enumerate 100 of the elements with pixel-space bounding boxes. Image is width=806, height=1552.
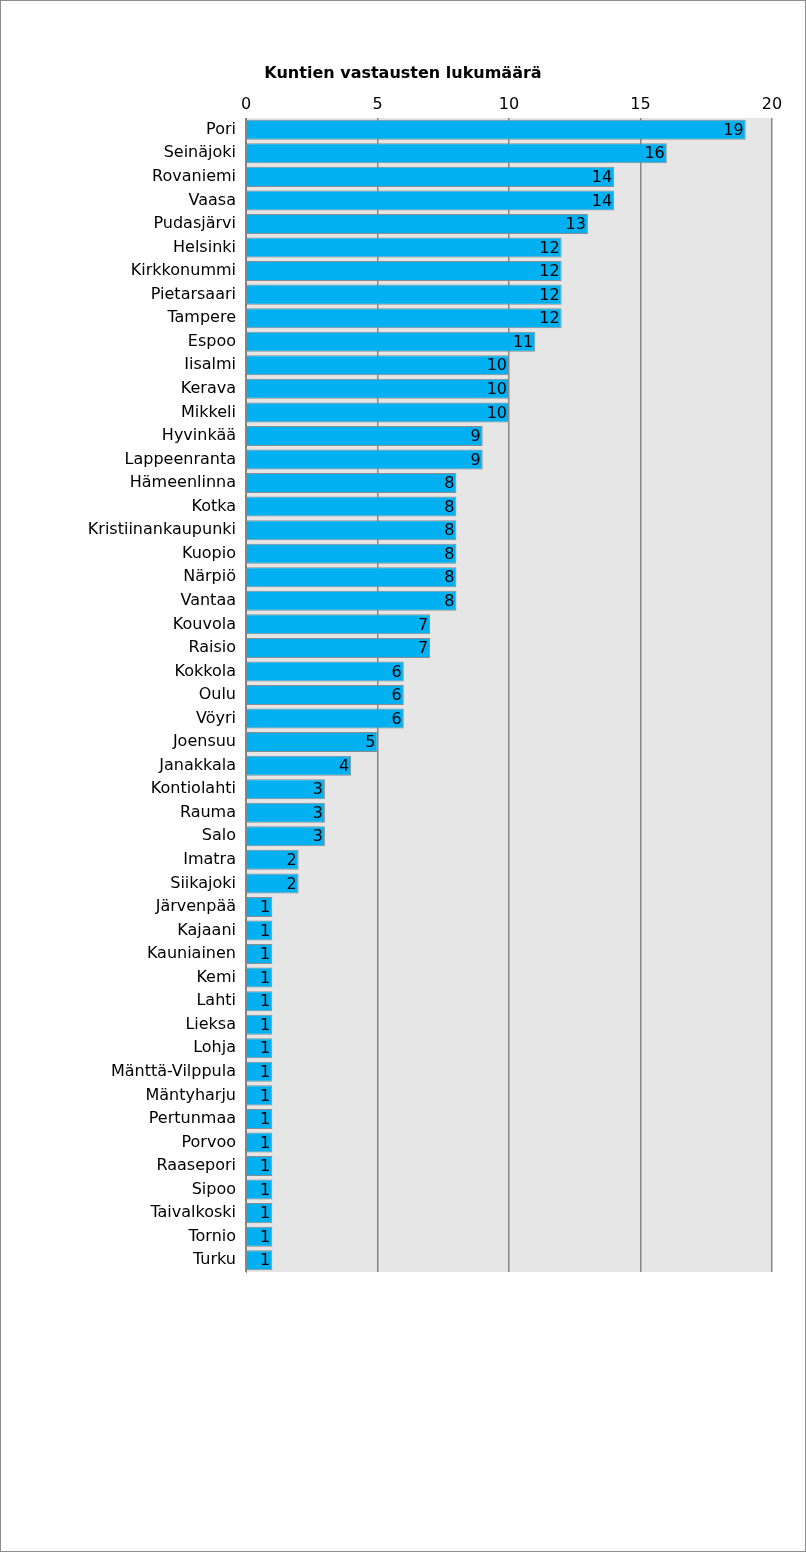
y-tick-label: Lieksa (185, 1013, 236, 1033)
data-label: 1 (260, 1226, 271, 1246)
y-tick-label: Lohja (193, 1037, 236, 1057)
data-label: 4 (339, 755, 350, 775)
x-tick-label: 0 (240, 93, 252, 113)
y-tick-label: Närpiö (183, 566, 236, 586)
y-tick-label: Raasepori (156, 1155, 236, 1175)
data-label: 1 (260, 1203, 271, 1223)
data-label: 13 (565, 214, 586, 234)
data-label: 8 (444, 590, 455, 610)
y-tick-label: Kemi (196, 966, 236, 986)
data-label: 1 (260, 1061, 271, 1081)
y-tick-label: Rovaniemi (152, 166, 236, 186)
y-tick-label: Vaasa (188, 189, 236, 209)
data-label: 14 (591, 167, 613, 187)
y-tick-label: Kouvola (172, 613, 236, 633)
data-label: 6 (391, 661, 402, 681)
y-tick-label: Mäntyharju (145, 1084, 236, 1104)
data-label: 1 (260, 991, 271, 1011)
data-label: 2 (286, 873, 297, 893)
data-label: 10 (486, 402, 507, 422)
y-tick-label: Pori (206, 118, 236, 138)
data-label: 19 (723, 119, 744, 139)
y-tick-label: Iisalmi (184, 354, 236, 374)
y-tick-label: Pietarsaari (150, 283, 236, 303)
y-tick-label: Kotka (191, 495, 236, 515)
y-tick-label: Lahti (196, 990, 236, 1010)
y-tick-label: Salo (201, 825, 236, 845)
data-label: 10 (486, 355, 507, 375)
y-tick-label: Janakkala (158, 754, 236, 774)
data-label: 1 (260, 1179, 271, 1199)
y-tick-label: Taivalkoski (149, 1202, 236, 1222)
data-label: 16 (644, 143, 665, 163)
y-tick-label: Mänttä-Vilppula (110, 1060, 236, 1080)
data-label: 7 (417, 614, 429, 634)
x-tick-label: 5 (372, 93, 383, 113)
data-label: 6 (391, 708, 402, 728)
data-label: 12 (539, 237, 560, 257)
data-label: 8 (444, 520, 455, 540)
data-label: 8 (444, 473, 455, 493)
data-label: 1 (260, 1132, 271, 1152)
data-label: 12 (539, 284, 560, 304)
data-label: 8 (444, 543, 455, 563)
y-tick-label: Kirkkonummi (130, 260, 236, 280)
y-tick-label: Tornio (187, 1225, 236, 1245)
y-tick-label: Hämeenlinna (129, 472, 236, 492)
data-label: 1 (260, 920, 271, 940)
y-tick-label: Kokkola (174, 660, 236, 680)
data-label: 8 (444, 496, 455, 516)
x-tick-label: 20 (761, 93, 783, 113)
data-label: 1 (260, 967, 271, 987)
y-tick-label: Rauma (179, 801, 236, 821)
y-tick-label: Helsinki (173, 236, 236, 256)
y-tick-label: Oulu (198, 684, 236, 704)
data-label: 12 (539, 308, 560, 328)
data-label: 1 (260, 1038, 271, 1058)
y-tick-label: Kerava (180, 377, 236, 397)
y-tick-label: Sipoo (191, 1178, 236, 1198)
y-tick-label: Imatra (183, 849, 236, 869)
y-tick-label: Pudasjärvi (153, 213, 236, 233)
y-tick-label: Pertunmaa (148, 1108, 236, 1128)
data-label: 11 (512, 331, 534, 351)
y-tick-label: Turku (192, 1249, 236, 1269)
y-tick-label: Kuopio (181, 542, 236, 562)
x-tick-label: 10 (498, 93, 520, 113)
x-tick-label: 15 (630, 93, 651, 113)
y-tick-label: Vöyri (196, 707, 236, 727)
data-label: 1 (260, 1014, 271, 1034)
data-label: 6 (391, 685, 402, 705)
data-label: 3 (312, 826, 323, 846)
data-label: 8 (444, 567, 455, 587)
chart-title: Kuntien vastausten lukumäärä (264, 63, 542, 83)
y-tick-label: Raisio (188, 637, 236, 657)
y-tick-label: Järvenpää (154, 896, 236, 916)
data-label: 14 (591, 190, 613, 210)
data-label: 5 (365, 732, 376, 752)
data-label: 1 (260, 1156, 271, 1176)
data-label: 1 (260, 1250, 271, 1270)
data-label: 1 (260, 944, 271, 964)
y-tick-label: Kristiinankaupunki (87, 519, 236, 539)
data-label: 1 (260, 1085, 271, 1105)
data-label: 3 (312, 802, 323, 822)
y-tick-label: Vantaa (180, 589, 236, 609)
y-tick-label: Siikajoki (170, 872, 236, 892)
y-tick-label: Hyvinkää (161, 425, 236, 445)
data-label: 9 (470, 449, 481, 469)
y-tick-label: Kontiolahti (150, 778, 236, 798)
y-tick-label: Joensuu (171, 731, 236, 751)
y-tick-label: Tampere (166, 307, 236, 327)
data-label: 7 (417, 638, 429, 658)
data-label: 3 (312, 779, 323, 799)
y-tick-label: Seinäjoki (163, 142, 236, 162)
data-label: 1 (260, 1109, 271, 1129)
data-label: 10 (486, 378, 507, 398)
data-label: 1 (260, 897, 271, 917)
data-label: 12 (539, 261, 560, 281)
data-label: 9 (470, 426, 481, 446)
y-tick-label: Kajaani (177, 919, 236, 939)
y-tick-label: Porvoo (181, 1131, 236, 1151)
y-tick-label: Espoo (187, 330, 236, 350)
